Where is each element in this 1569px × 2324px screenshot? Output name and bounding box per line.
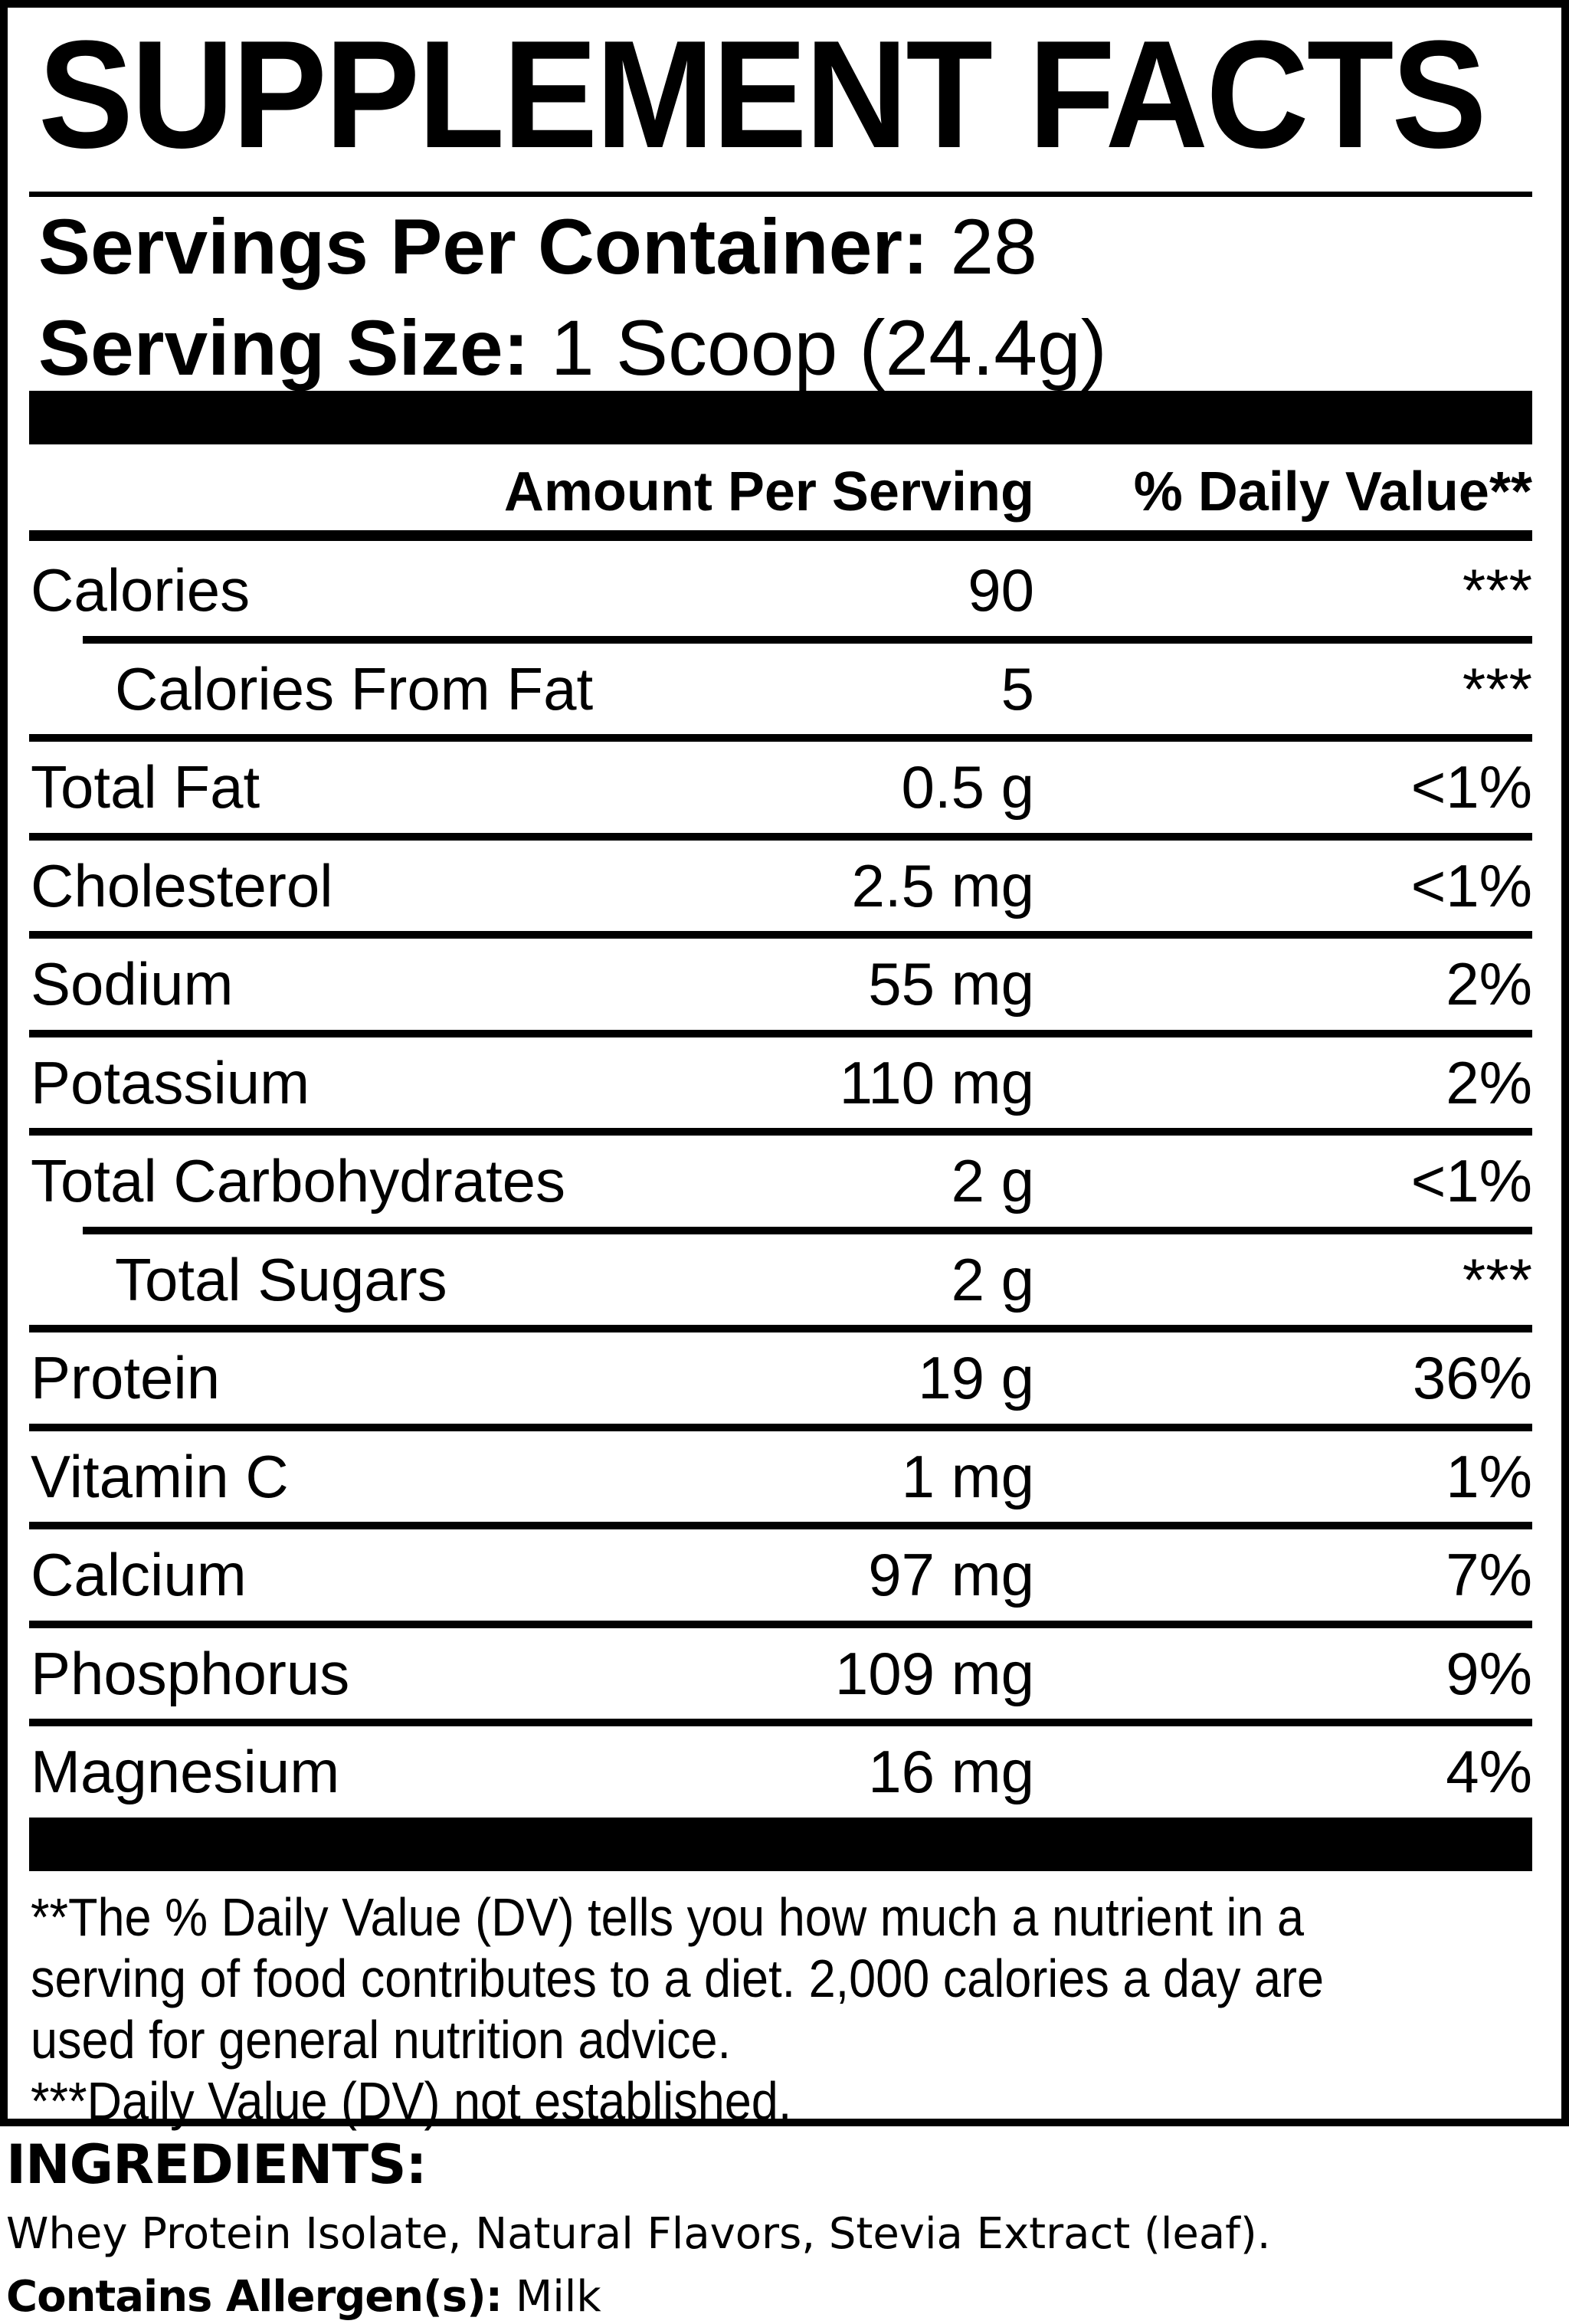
nutrient-amount: 2 g bbox=[951, 1246, 1034, 1313]
nutrient-daily-value: 2% bbox=[1446, 1049, 1532, 1116]
table-header-row: Amount Per Serving % Daily Value** bbox=[31, 456, 1532, 529]
nutrient-name: Potassium bbox=[31, 1049, 310, 1116]
page-title: SUPPLEMENT FACTS bbox=[38, 9, 1487, 180]
servings-per-container-value: 28 bbox=[950, 203, 1037, 290]
allergen-value: Milk bbox=[515, 2272, 601, 2322]
serving-size-value: 1 Scoop (24.4g) bbox=[550, 304, 1107, 392]
nutrient-name: Total Fat bbox=[31, 753, 260, 821]
nutrient-name: Cholesterol bbox=[31, 852, 333, 919]
nutrient-daily-value: 9% bbox=[1446, 1640, 1532, 1707]
table-row-calories-from-fat: Calories From Fat 5 *** bbox=[31, 640, 1532, 739]
nutrient-daily-value: <1% bbox=[1410, 753, 1532, 821]
nutrient-name: Calories bbox=[31, 556, 251, 624]
table-row-potassium: Potassium 110 mg 2% bbox=[31, 1034, 1532, 1132]
not-established-footnote: ***Daily Value (DV) not established. bbox=[31, 2071, 792, 2131]
table-row-protein: Protein 19 g 36% bbox=[31, 1329, 1532, 1428]
nutrient-amount: 109 mg bbox=[834, 1640, 1034, 1707]
row-divider bbox=[29, 833, 1532, 841]
ingredients-list: Whey Protein Isolate, Natural Flavors, S… bbox=[6, 2209, 1271, 2259]
nutrient-daily-value: 2% bbox=[1446, 950, 1532, 1018]
nutrient-name: Protein bbox=[31, 1344, 221, 1411]
allergen-label: Contains Allergen(s): bbox=[6, 2272, 503, 2322]
ingredients-section: INGREDIENTS: Whey Protein Isolate, Natur… bbox=[6, 2134, 1563, 2324]
row-divider bbox=[29, 1128, 1532, 1136]
row-divider bbox=[29, 1621, 1532, 1628]
nutrient-daily-value: 7% bbox=[1446, 1541, 1532, 1608]
nutrient-name: Vitamin C bbox=[31, 1443, 289, 1510]
daily-value-footnote-line: serving of food contributes to a diet. 2… bbox=[31, 1949, 1325, 2008]
table-row-sodium: Sodium 55 mg 2% bbox=[31, 935, 1532, 1034]
ingredients-heading: INGREDIENTS: bbox=[6, 2133, 427, 2196]
serving-size-label: Serving Size: bbox=[38, 304, 529, 392]
row-divider-indented bbox=[83, 1227, 1532, 1234]
nutrient-name: Sodium bbox=[31, 950, 234, 1018]
table-row-calories: Calories 90 *** bbox=[31, 541, 1532, 640]
table-row-total-fat: Total Fat 0.5 g <1% bbox=[31, 738, 1532, 837]
title-divider bbox=[29, 192, 1532, 197]
nutrient-name: Total Carbohydrates bbox=[31, 1147, 566, 1214]
table-row-total-carbohydrates: Total Carbohydrates 2 g <1% bbox=[31, 1132, 1532, 1231]
nutrient-name: Calories From Fat bbox=[115, 655, 594, 723]
nutrient-daily-value: 1% bbox=[1446, 1443, 1532, 1510]
nutrient-amount: 2 g bbox=[951, 1147, 1034, 1214]
row-divider-indented bbox=[83, 636, 1532, 644]
nutrient-amount: 16 mg bbox=[868, 1738, 1034, 1805]
nutrient-name: Calcium bbox=[31, 1541, 247, 1608]
daily-value-footnote-line: **The % Daily Value (DV) tells you how m… bbox=[31, 1887, 1305, 1947]
row-divider bbox=[29, 1424, 1532, 1431]
nutrient-amount: 0.5 g bbox=[901, 753, 1034, 821]
nutrient-daily-value: <1% bbox=[1410, 852, 1532, 919]
nutrient-daily-value: *** bbox=[1462, 1246, 1532, 1313]
supplement-facts-panel: SUPPLEMENT FACTS Servings Per Container:… bbox=[0, 0, 1569, 2131]
table-row-magnesium: Magnesium 16 mg 4% bbox=[31, 1723, 1532, 1821]
nutrient-amount: 2.5 mg bbox=[851, 852, 1034, 919]
section-divider-bar-top bbox=[29, 391, 1532, 444]
footnotes: **The % Daily Value (DV) tells you how m… bbox=[31, 1886, 1382, 2132]
row-divider bbox=[29, 1522, 1532, 1529]
table-row-calcium: Calcium 97 mg 7% bbox=[31, 1526, 1532, 1624]
nutrient-daily-value: 4% bbox=[1446, 1738, 1532, 1805]
nutrient-amount: 97 mg bbox=[868, 1541, 1034, 1608]
row-divider bbox=[29, 1719, 1532, 1726]
nutrient-daily-value: *** bbox=[1462, 655, 1532, 723]
nutrient-amount: 5 bbox=[1001, 655, 1034, 723]
servings-per-container-line: Servings Per Container: 28 bbox=[38, 204, 1532, 290]
nutrient-amount: 1 mg bbox=[901, 1443, 1034, 1510]
nutrient-amount: 19 g bbox=[918, 1344, 1034, 1411]
row-divider bbox=[29, 1030, 1532, 1037]
row-divider bbox=[29, 734, 1532, 742]
servings-per-container-label: Servings Per Container: bbox=[38, 203, 929, 290]
section-divider-bar-bottom bbox=[29, 1818, 1532, 1871]
row-divider bbox=[29, 931, 1532, 939]
table-row-total-sugars: Total Sugars 2 g *** bbox=[31, 1231, 1532, 1329]
table-row-vitamin-c: Vitamin C 1 mg 1% bbox=[31, 1428, 1532, 1526]
nutrient-name: Phosphorus bbox=[31, 1640, 350, 1707]
table-row-phosphorus: Phosphorus 109 mg 9% bbox=[31, 1624, 1532, 1723]
amount-per-serving-header: Amount Per Serving bbox=[503, 461, 1034, 523]
nutrient-amount: 90 bbox=[968, 556, 1034, 624]
nutrient-name: Total Sugars bbox=[115, 1246, 447, 1313]
table-row-cholesterol: Cholesterol 2.5 mg <1% bbox=[31, 837, 1532, 936]
nutrient-daily-value: 36% bbox=[1412, 1344, 1532, 1411]
nutrient-name: Magnesium bbox=[31, 1738, 340, 1805]
daily-value-footnote-line: used for general nutrition advice. bbox=[31, 2010, 732, 2070]
nutrient-daily-value: <1% bbox=[1410, 1147, 1532, 1214]
nutrient-amount: 55 mg bbox=[868, 950, 1034, 1018]
allergen-line: Contains Allergen(s): Milk bbox=[6, 2270, 1563, 2324]
nutrient-daily-value: *** bbox=[1462, 556, 1532, 624]
row-divider bbox=[29, 1325, 1532, 1332]
serving-size-line: Serving Size: 1 Scoop (24.4g) bbox=[38, 305, 1532, 391]
daily-value-header: % Daily Value** bbox=[1133, 461, 1532, 523]
header-divider bbox=[29, 530, 1532, 541]
nutrient-amount: 110 mg bbox=[839, 1049, 1034, 1116]
